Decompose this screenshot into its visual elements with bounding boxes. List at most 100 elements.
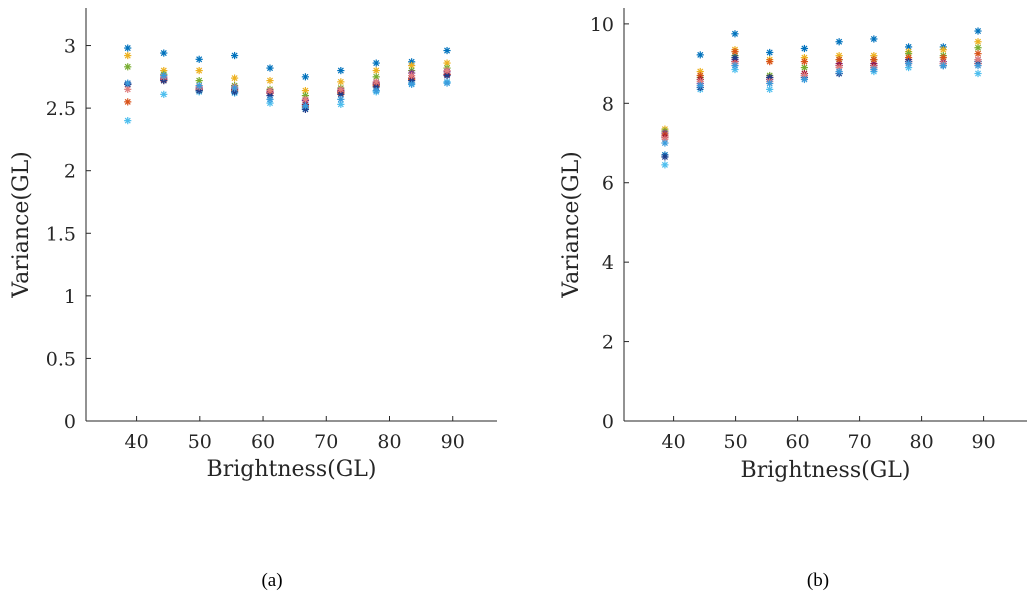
series-4 xyxy=(661,48,982,139)
data-point xyxy=(835,56,843,64)
x-tick-label: 90 xyxy=(972,431,996,453)
data-point xyxy=(266,95,274,103)
series-0 xyxy=(124,44,451,81)
data-point xyxy=(696,81,704,90)
data-point xyxy=(266,76,274,85)
series-3 xyxy=(124,68,451,105)
data-point xyxy=(160,90,168,98)
data-point xyxy=(835,67,843,76)
data-point xyxy=(337,95,345,103)
series-2 xyxy=(661,44,982,135)
data-point xyxy=(835,38,843,46)
y-tick-label: 6 xyxy=(602,173,614,195)
data-point xyxy=(939,61,947,70)
data-point xyxy=(800,44,809,53)
y-tick-label: 8 xyxy=(602,93,614,115)
series-6 xyxy=(661,61,982,169)
x-tick-label: 50 xyxy=(188,431,212,453)
data-point xyxy=(124,85,132,93)
data-point xyxy=(124,79,132,87)
y-tick-label: 3 xyxy=(64,36,76,58)
data-point xyxy=(337,66,345,75)
data-point xyxy=(870,35,878,43)
data-point xyxy=(337,78,345,86)
data-point xyxy=(230,51,239,60)
chart-a: 40 50 60 70 80 90 0 0.5 1 1.5 2 2.5 3 Brightness(GL) V… xyxy=(9,8,497,591)
series-9 xyxy=(124,71,451,110)
x-tick-label: 40 xyxy=(124,431,148,453)
data-point xyxy=(266,64,274,72)
data-point xyxy=(974,61,982,70)
series-9 xyxy=(661,59,982,147)
data-point xyxy=(731,61,739,70)
data-point xyxy=(661,139,669,147)
y-axis-label: Variance(GL) xyxy=(559,151,584,299)
data-point xyxy=(800,58,809,66)
data-point xyxy=(124,44,132,52)
series-5 xyxy=(661,58,982,141)
x-tick-label: 60 xyxy=(251,431,275,453)
data-point xyxy=(731,30,739,38)
x-axis-label: Brightness(GL) xyxy=(741,458,911,483)
data-point xyxy=(904,43,913,51)
x-tick-label: 80 xyxy=(377,431,401,453)
data-point xyxy=(337,100,345,108)
series-0 xyxy=(661,27,982,159)
data-point xyxy=(766,79,774,88)
data-point xyxy=(372,87,380,95)
data-point xyxy=(443,79,451,87)
data-point xyxy=(160,49,168,57)
data-point xyxy=(124,98,132,106)
data-point xyxy=(337,85,345,93)
x-tick-label: 80 xyxy=(910,431,934,453)
data-point xyxy=(766,58,774,66)
data-point xyxy=(195,76,203,85)
x-tick-label: 50 xyxy=(724,431,748,453)
x-tick-label: 40 xyxy=(662,431,686,453)
chart-b: 40 50 60 70 80 90 0 2 4 6 8 10 Brightness(GL) Varianc… xyxy=(559,8,1027,591)
data-point xyxy=(443,46,451,55)
y-axis-label: Variance(GL) xyxy=(9,151,34,299)
data-point xyxy=(974,27,982,35)
y-tick-label: 2 xyxy=(64,161,76,183)
series-6 xyxy=(124,78,451,125)
series-5 xyxy=(124,70,451,108)
data-point xyxy=(230,74,239,82)
data-point xyxy=(160,71,168,80)
data-point xyxy=(301,95,310,103)
series-3 xyxy=(661,56,982,137)
y-tick-label: 0 xyxy=(64,411,76,433)
x-tick-label: 70 xyxy=(848,431,872,453)
data-point xyxy=(266,87,274,95)
data-point xyxy=(696,51,704,59)
y-tick-label: 1 xyxy=(64,286,76,308)
data-point xyxy=(301,102,310,110)
y-tick-label: 10 xyxy=(590,14,614,36)
x-axis-label: Brightness(GL) xyxy=(207,457,377,482)
data-point xyxy=(766,85,774,94)
data-point xyxy=(372,59,380,67)
x-tick-label: 60 xyxy=(786,431,810,453)
data-point xyxy=(661,153,669,161)
series-7 xyxy=(661,54,982,161)
data-point xyxy=(372,66,380,75)
data-point xyxy=(766,48,774,57)
data-point xyxy=(661,161,669,169)
data-point xyxy=(443,66,451,75)
y-tick-label: 0.5 xyxy=(46,348,76,370)
series-1 xyxy=(124,51,451,95)
data-point xyxy=(939,46,947,54)
y-tick-label: 4 xyxy=(602,252,614,274)
y-tick-label: 1.5 xyxy=(46,223,76,245)
data-point xyxy=(230,84,239,92)
series-1 xyxy=(661,38,982,133)
data-point xyxy=(870,65,878,74)
x-tick-label: 70 xyxy=(314,431,338,453)
data-point xyxy=(904,59,913,68)
subfigure-caption: (a) xyxy=(261,570,282,591)
data-point xyxy=(974,69,982,78)
data-point xyxy=(301,73,310,81)
y-tick-label: 0 xyxy=(602,411,614,433)
x-tick-label: 90 xyxy=(441,431,465,453)
